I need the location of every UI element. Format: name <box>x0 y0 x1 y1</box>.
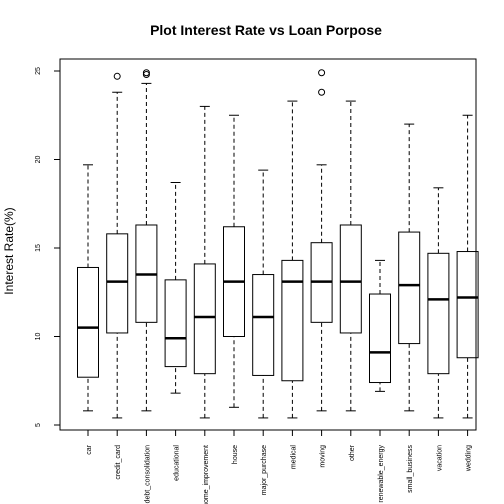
x-tick-label: educational <box>174 445 181 481</box>
box-house <box>223 114 245 408</box>
box-debt_consolidation <box>135 69 158 412</box>
iqr-box <box>398 231 421 345</box>
box-medical <box>281 100 304 419</box>
y-tick-label: 20 <box>35 156 42 164</box>
box-credit_card <box>106 72 129 419</box>
y-tick-label: 25 <box>35 67 42 75</box>
outlier-point <box>318 69 326 77</box>
chart-title: Plot Interest Rate vs Loan Porpose <box>150 22 382 38</box>
iqr-box <box>339 224 362 334</box>
y-axis: 5 10 15 20 25 <box>35 67 61 427</box>
y-tick-label: 10 <box>35 333 42 341</box>
x-tick-label: house <box>232 445 239 464</box>
box-home_improvement <box>193 105 216 419</box>
iqr-box <box>193 263 216 375</box>
x-tick-label: home_improvement <box>203 445 210 504</box>
x-tick-label: car <box>86 444 93 454</box>
box-small_business <box>398 123 421 412</box>
x-tick-label: renewable_energy <box>378 445 385 503</box>
box-renewable_energy <box>369 259 391 392</box>
box-series <box>77 69 479 419</box>
iqr-box <box>164 279 187 368</box>
x-tick-label: medical <box>290 445 297 470</box>
iqr-box <box>281 259 304 382</box>
box-car <box>77 164 99 412</box>
outlier-point <box>142 69 150 77</box>
x-tick-label: other <box>349 444 356 461</box>
x-axis-labels: car credit_card debt_consolidation educatio… <box>86 429 473 504</box>
x-tick-label: wedding <box>466 445 473 472</box>
box-major_purchase <box>252 169 275 419</box>
iqr-box <box>427 252 450 375</box>
box-wedding <box>456 114 479 419</box>
outlier-point <box>113 72 121 80</box>
y-tick-label: 15 <box>35 244 42 252</box>
box-educational <box>164 182 187 394</box>
x-tick-label: vacation <box>436 445 443 471</box>
iqr-box <box>77 266 99 378</box>
box-moving <box>310 69 333 412</box>
x-tick-label: credit_card <box>115 445 122 480</box>
iqr-box <box>106 233 129 334</box>
x-tick-label: small_business <box>407 445 414 493</box>
iqr-box <box>456 251 479 359</box>
x-tick-label: major_purchase <box>261 445 268 495</box>
outlier-point <box>318 88 326 96</box>
y-axis-label: Interest Rate(%) <box>2 207 16 294</box>
box-other <box>339 100 362 412</box>
plot-frame <box>59 58 477 431</box>
x-tick-label: debt_consolidation <box>144 445 151 503</box>
iqr-box <box>252 274 275 376</box>
iqr-box <box>369 293 391 384</box>
y-tick-label: 5 <box>35 423 42 427</box>
x-tick-label: moving <box>320 445 327 468</box>
box-vacation <box>427 187 450 419</box>
